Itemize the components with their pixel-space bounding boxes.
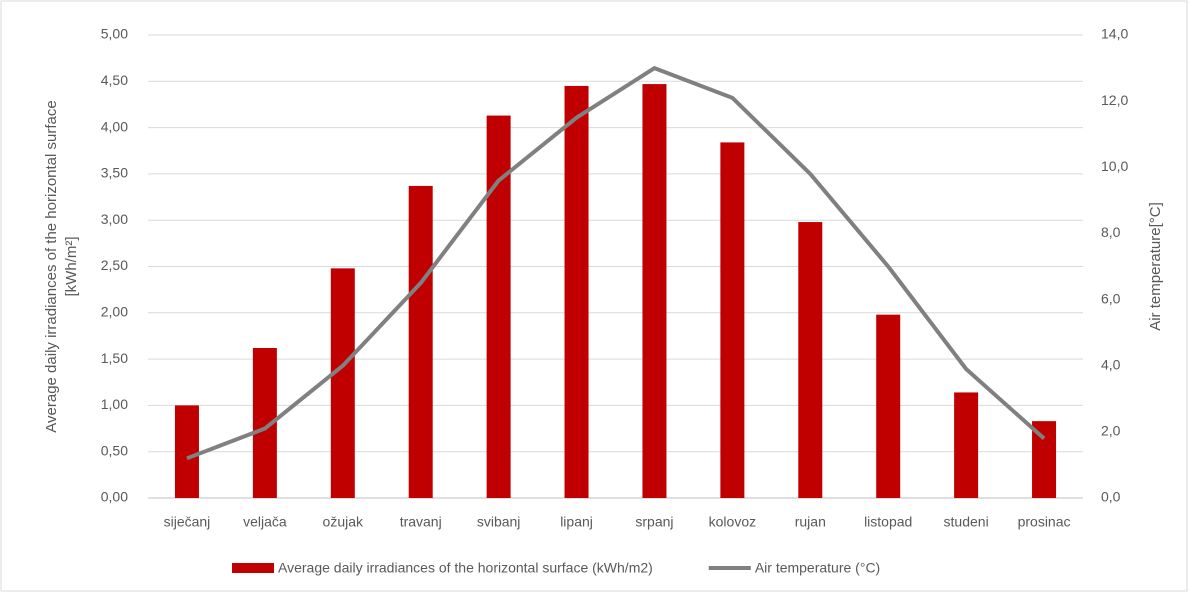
legend-swatch xyxy=(232,563,274,573)
bar xyxy=(798,222,823,498)
y-tick-label: 3,00 xyxy=(101,211,128,227)
line xyxy=(186,66,1046,461)
x-tick-label: siječanj xyxy=(164,514,211,530)
y2-tick-label: 10,0 xyxy=(1101,158,1128,174)
y-tick-label: 4,00 xyxy=(101,118,128,134)
y-tick-label: 3,50 xyxy=(101,165,128,181)
y-tick-label: 2,50 xyxy=(101,257,128,273)
bar xyxy=(720,142,745,498)
bar xyxy=(564,85,589,499)
y-tick-label: 1,50 xyxy=(101,350,128,366)
x-tick-label: rujan xyxy=(795,514,826,530)
bar xyxy=(642,84,667,498)
bar xyxy=(174,405,199,498)
bar xyxy=(876,314,901,498)
y-axis-title: [kWh/m²] xyxy=(63,237,80,297)
y-tick-label: 0,50 xyxy=(101,442,128,458)
y-tick-label: 2,00 xyxy=(101,304,128,320)
x-tick-label: ožujak xyxy=(323,514,364,530)
bar xyxy=(954,392,979,498)
x-tick-label: travanj xyxy=(400,514,442,530)
y2-tick-label: 14,0 xyxy=(1101,26,1128,42)
bar xyxy=(408,185,433,499)
x-tick-label: studeni xyxy=(944,514,989,530)
legend-label: Average daily irradiances of the horizon… xyxy=(278,560,653,576)
x-tick-label: listopad xyxy=(864,514,912,530)
y2-tick-label: 2,0 xyxy=(1101,423,1121,439)
y-tick-label: 0,00 xyxy=(101,489,128,505)
y2-tick-label: 12,0 xyxy=(1101,92,1128,108)
y-tick-label: 4,50 xyxy=(101,72,128,88)
y2-tick-label: 4,0 xyxy=(1101,356,1121,372)
x-tick-label: kolovoz xyxy=(709,514,756,530)
x-tick-label: lipanj xyxy=(560,514,593,530)
bar xyxy=(330,268,355,498)
y-tick-label: 5,00 xyxy=(101,26,128,42)
x-tick-label: srpanj xyxy=(635,514,673,530)
x-tick-label: prosinac xyxy=(1018,514,1071,530)
y2-tick-label: 0,0 xyxy=(1101,489,1121,505)
y-axis-title: Average daily irradiances of the horizon… xyxy=(43,100,60,432)
x-tick-label: svibanj xyxy=(477,514,521,530)
x-tick-label: veljača xyxy=(243,514,287,530)
y2-tick-label: 6,0 xyxy=(1101,290,1121,306)
legend-label: Air temperature (°C) xyxy=(755,560,880,576)
y-tick-label: 1,00 xyxy=(101,396,128,412)
y2-axis-title: Air temperature[°C] xyxy=(1147,202,1164,331)
y2-tick-label: 8,0 xyxy=(1101,224,1121,240)
